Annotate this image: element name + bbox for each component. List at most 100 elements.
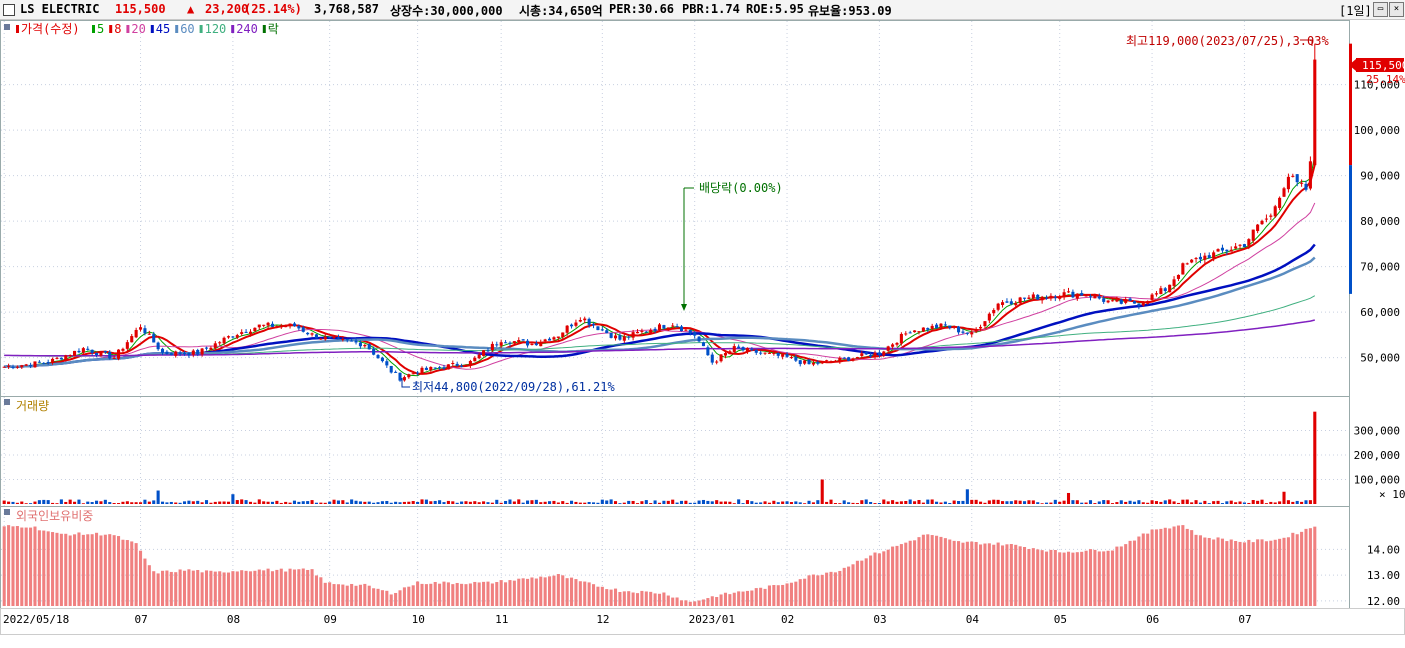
- foreign-ownership-bar: [873, 552, 877, 606]
- volume-bar: [803, 503, 807, 504]
- foreign-ownership-bar: [1168, 528, 1172, 606]
- volume-bar: [1282, 491, 1286, 504]
- foreign-ownership-bar: [156, 573, 160, 606]
- foreign-ownership-bar: [1198, 535, 1202, 606]
- candle-body: [763, 352, 767, 354]
- ma60-line: [4, 256, 1316, 369]
- volume-bar: [398, 502, 402, 504]
- candle-body: [1203, 255, 1207, 260]
- foreign-ownership-bar: [1251, 542, 1255, 606]
- volume-bar: [178, 502, 182, 504]
- foreign-ownership-bar: [235, 571, 239, 606]
- candle-body: [1282, 188, 1286, 197]
- price-tick-label: 70,000: [1360, 261, 1400, 274]
- candle-body: [442, 367, 446, 369]
- foreign-ownership-bar: [363, 583, 367, 606]
- ma45-line: [4, 243, 1316, 369]
- foreign-ownership-bar: [1185, 528, 1189, 606]
- foreign-ownership-bar: [864, 558, 868, 606]
- volume-bar: [2, 500, 6, 504]
- foreign-ownership-bar: [103, 534, 107, 606]
- volume-bar: [613, 501, 618, 504]
- candle-body: [160, 348, 165, 353]
- volume-bar: [820, 479, 824, 504]
- candle-body: [895, 342, 899, 345]
- foreign-ownership-bar: [1110, 550, 1115, 606]
- candle-body: [987, 313, 991, 321]
- volume-bar: [112, 503, 116, 504]
- candle-body: [1300, 182, 1304, 184]
- candle-body: [460, 365, 464, 367]
- candle-body: [662, 325, 666, 329]
- volume-bar: [838, 503, 842, 504]
- volume-bar: [1286, 500, 1290, 504]
- candle-body: [1115, 299, 1119, 302]
- volume-bar: [389, 502, 393, 504]
- legend-swatch: [92, 25, 95, 33]
- foreign-ownership-bar: [539, 576, 543, 606]
- quote-header: LS ELECTRIC 115,500 ▲ 23,200 (25.14%) 3,…: [0, 0, 1405, 20]
- volume-bar: [772, 500, 776, 504]
- volume-bar: [983, 502, 987, 504]
- volume-bar: [284, 501, 288, 504]
- volume-bar: [204, 500, 209, 504]
- foreign-ownership-bar: [781, 584, 785, 606]
- price-change: 23,200: [205, 2, 249, 16]
- candle-body: [930, 325, 934, 329]
- candle-body: [728, 351, 732, 355]
- foreign-ownership-bar: [29, 527, 33, 606]
- foreign-ownership-bar: [292, 569, 297, 606]
- volume-bar: [257, 499, 261, 504]
- foreign-ownership-bar: [1308, 528, 1312, 606]
- select-checkbox[interactable]: [3, 4, 15, 16]
- candle-body: [508, 342, 512, 344]
- volume-bar: [644, 500, 648, 504]
- foreign-ownership-bar: [935, 535, 939, 606]
- volume-bar: [341, 500, 345, 504]
- volume-bar: [117, 503, 121, 504]
- candle-body: [613, 335, 618, 339]
- candle-body: [1031, 294, 1035, 299]
- candle-body: [697, 336, 701, 342]
- candle-body: [640, 330, 644, 332]
- volume-bar: [394, 501, 398, 504]
- candle-body: [77, 350, 81, 353]
- candle-body: [635, 331, 640, 334]
- volume-bar: [618, 503, 622, 504]
- volume-bar: [42, 499, 46, 504]
- candle-body: [15, 366, 19, 368]
- candle-body: [1225, 249, 1229, 252]
- candle-body: [1304, 183, 1308, 190]
- pbr-value: PBR:1.74: [682, 2, 740, 16]
- volume-bar: [701, 499, 706, 504]
- restore-icon[interactable]: ▭: [1373, 2, 1388, 17]
- close-icon[interactable]: ×: [1389, 2, 1404, 17]
- volume-bar: [829, 499, 833, 504]
- candle-body: [358, 342, 362, 347]
- volume-bar: [913, 501, 917, 504]
- volume-bar: [600, 499, 604, 504]
- foreign-ownership-bar: [209, 570, 213, 606]
- candle-body: [539, 342, 543, 347]
- candle-body: [1040, 296, 1044, 301]
- volume-bar: [46, 500, 50, 504]
- market-cap: 시총:34,650억: [519, 4, 603, 18]
- volume-bar: [957, 501, 961, 504]
- foreign-ownership-bar: [1190, 530, 1194, 606]
- foreign-ownership-bar: [1084, 550, 1088, 606]
- volume-bar: [108, 502, 112, 504]
- candle-body: [715, 361, 719, 363]
- volume-bar: [1273, 502, 1277, 504]
- foreign-ownership-bar: [328, 582, 332, 606]
- foreign-ownership-bar: [627, 591, 631, 606]
- volume-value: 3,768,587: [314, 2, 380, 16]
- candle-body: [631, 332, 635, 338]
- period-selector[interactable]: [1일]: [1339, 4, 1372, 18]
- stock-chart[interactable]: 50,00060,00070,00080,00090,000100,000110…: [0, 20, 1405, 648]
- candle-body: [605, 330, 609, 334]
- volume-bar: [1137, 500, 1141, 504]
- foreign-ownership-bar: [1295, 534, 1299, 606]
- foreign-ownership-bar: [464, 584, 468, 606]
- volume-bar: [323, 502, 327, 504]
- volume-bar: [1185, 499, 1189, 504]
